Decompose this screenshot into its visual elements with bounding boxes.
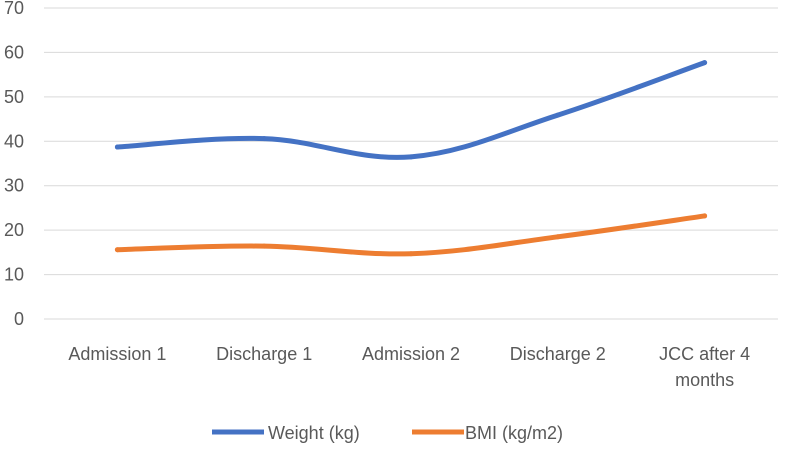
data-point-0-0	[114, 144, 120, 150]
x-tick-label-2: Admission 2	[362, 344, 460, 364]
y-tick-label-70: 70	[4, 0, 24, 18]
data-point-1-0	[114, 247, 120, 253]
y-axis-tick-labels: 0 10 20 30 40 50 60 70	[4, 0, 24, 329]
gridlines	[44, 7, 778, 320]
x-tick-label-line: Admission 2	[362, 344, 460, 364]
y-tick-label-0: 0	[14, 309, 24, 329]
data-point-1-2	[408, 251, 414, 257]
y-tick-label-10: 10	[4, 265, 24, 285]
x-tick-label-line: months	[675, 370, 734, 390]
y-tick-label-20: 20	[4, 220, 24, 240]
data-point-1-1	[261, 243, 267, 249]
data-point-0-3	[555, 112, 561, 118]
y-tick-label-30: 30	[4, 176, 24, 196]
x-tick-label-0: Admission 1	[68, 344, 166, 364]
y-tick-label-50: 50	[4, 87, 24, 107]
x-tick-label-line: Discharge 1	[216, 344, 312, 364]
legend-label-0: Weight (kg)	[268, 423, 360, 443]
series-line-1	[114, 213, 708, 257]
x-tick-label-line: JCC after 4	[659, 344, 750, 364]
data-point-1-3	[555, 234, 561, 240]
data-point-1-4	[702, 213, 708, 219]
y-tick-label-60: 60	[4, 42, 24, 62]
x-tick-label-line: Discharge 2	[510, 344, 606, 364]
x-tick-label-3: Discharge 2	[510, 344, 606, 364]
data-point-0-4	[702, 60, 708, 66]
data-point-0-2	[408, 154, 414, 160]
legend: Weight (kg) BMI (kg/m2)	[212, 423, 563, 443]
series-line-0	[114, 60, 708, 160]
legend-label-1: BMI (kg/m2)	[465, 423, 563, 443]
data-point-0-1	[261, 136, 267, 142]
series-lines	[114, 60, 708, 257]
y-tick-label-40: 40	[4, 131, 24, 151]
x-tick-label-line: Admission 1	[68, 344, 166, 364]
x-axis-tick-labels: Admission 1 Discharge 1 Admission 2 Dischar…	[68, 344, 750, 390]
x-tick-label-4: JCC after 4 months	[659, 344, 750, 390]
x-tick-label-1: Discharge 1	[216, 344, 312, 364]
